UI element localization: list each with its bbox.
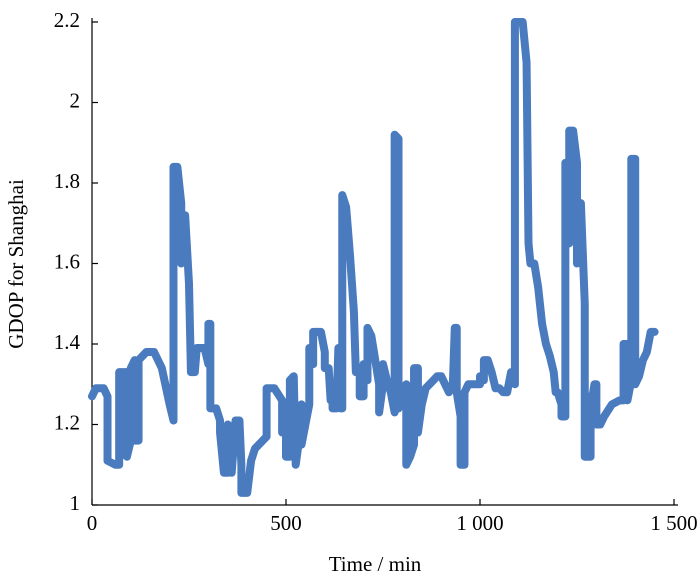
y-tick-label: 1.4 bbox=[54, 330, 81, 354]
x-tick-label: 1 500 bbox=[650, 511, 697, 535]
x-tick-label: 1 000 bbox=[456, 511, 503, 535]
y-tick-label: 2.2 bbox=[54, 8, 80, 32]
x-tick-label: 500 bbox=[270, 511, 302, 535]
x-tick-label: 0 bbox=[87, 511, 98, 535]
y-tick-label: 1.6 bbox=[54, 249, 80, 273]
y-tick-label: 2 bbox=[70, 88, 81, 112]
x-axis-label: Time / min bbox=[329, 552, 422, 576]
y-tick-label: 1.8 bbox=[54, 169, 80, 193]
y-tick-label: 1.2 bbox=[54, 410, 80, 434]
data-line bbox=[88, 18, 659, 497]
y-axis-label: GDOP for Shanghai bbox=[4, 179, 28, 349]
y-tick-label: 1 bbox=[70, 491, 81, 515]
